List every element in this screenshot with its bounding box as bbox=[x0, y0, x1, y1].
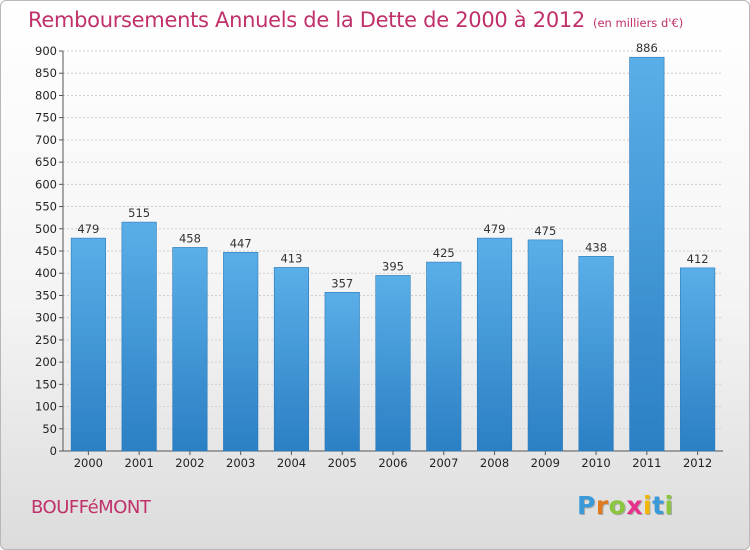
bar-2011 bbox=[629, 56, 665, 452]
data-label-2008: 479 bbox=[484, 222, 506, 236]
logo-letter: t bbox=[652, 491, 665, 520]
bar-2010 bbox=[578, 256, 614, 452]
bar-2003 bbox=[223, 252, 259, 452]
y-tick-label: 450 bbox=[35, 244, 57, 258]
x-tick-label: 2001 bbox=[125, 456, 154, 470]
data-label-2001: 515 bbox=[128, 206, 150, 220]
x-tick-label: 2007 bbox=[429, 456, 458, 470]
x-tick-label: 2000 bbox=[74, 456, 103, 470]
bar-2012 bbox=[680, 267, 716, 452]
x-tick-label: 2002 bbox=[175, 456, 204, 470]
x-tick-label: 2005 bbox=[328, 456, 357, 470]
data-label-2004: 413 bbox=[280, 251, 302, 265]
data-label-2006: 395 bbox=[382, 259, 404, 273]
data-label-2000: 479 bbox=[77, 222, 99, 236]
logo-letter: x bbox=[626, 491, 643, 520]
bar-2005 bbox=[324, 292, 360, 452]
data-label-2009: 475 bbox=[534, 224, 556, 238]
x-tick-label: 2011 bbox=[632, 456, 661, 470]
y-tick-label: 50 bbox=[42, 422, 57, 436]
x-tick-label: 2010 bbox=[581, 456, 610, 470]
data-label-2010: 438 bbox=[585, 240, 607, 254]
bar-2008 bbox=[476, 237, 513, 452]
bar-2004 bbox=[273, 267, 310, 452]
y-tick-label: 250 bbox=[35, 333, 57, 347]
commune-name: BOUFFéMONT bbox=[31, 497, 151, 518]
y-tick-label: 0 bbox=[50, 444, 57, 458]
data-label-2012: 412 bbox=[687, 252, 709, 266]
x-tick-label: 2009 bbox=[531, 456, 560, 470]
y-tick-label: 150 bbox=[35, 377, 57, 391]
x-tick-label: 2008 bbox=[480, 456, 509, 470]
bar-2006 bbox=[375, 275, 411, 452]
bar-2002 bbox=[172, 247, 208, 452]
y-tick-label: 900 bbox=[35, 44, 57, 58]
data-label-2003: 447 bbox=[230, 236, 252, 250]
x-tick-label: 2012 bbox=[683, 456, 712, 470]
logo-letter: r bbox=[595, 491, 609, 520]
y-tick-label: 700 bbox=[35, 133, 57, 147]
y-tick-label: 750 bbox=[35, 111, 57, 125]
y-tick-label: 100 bbox=[35, 400, 57, 414]
logo-letter: o bbox=[608, 491, 627, 520]
data-label-2005: 357 bbox=[331, 276, 353, 290]
labels: 0 50 100 150 200 250 300 350 400 450 500 550 600 650 7… bbox=[35, 41, 712, 470]
data-label-2007: 425 bbox=[433, 246, 455, 260]
bar-2000 bbox=[70, 237, 106, 452]
chart-title-text: Remboursements Annuels de la Dette de 20… bbox=[28, 8, 585, 32]
y-tick-label: 600 bbox=[35, 177, 57, 191]
y-tick-label: 200 bbox=[35, 355, 57, 369]
y-tick-label: 350 bbox=[35, 288, 57, 302]
y-tick-label: 300 bbox=[35, 311, 57, 325]
data-label-2002: 458 bbox=[179, 231, 201, 245]
bar-2007 bbox=[426, 261, 462, 452]
y-tick-label: 550 bbox=[35, 200, 57, 214]
x-tick-label: 2003 bbox=[226, 456, 255, 470]
y-tick-label: 500 bbox=[35, 222, 57, 236]
proxiti-logo: Proxiti bbox=[577, 491, 674, 520]
chart-unit: (en milliers d'€) bbox=[593, 16, 684, 30]
bars bbox=[70, 56, 716, 452]
x-tick-label: 2006 bbox=[378, 456, 407, 470]
logo-letter: i bbox=[664, 491, 674, 520]
chart-title: Remboursements Annuels de la Dette de 20… bbox=[28, 8, 683, 32]
data-label-2011: 886 bbox=[636, 41, 658, 55]
bar-2001 bbox=[121, 221, 157, 452]
y-tick-label: 800 bbox=[35, 88, 57, 102]
logo-letter: i bbox=[643, 491, 653, 520]
y-tick-label: 650 bbox=[35, 155, 57, 169]
y-tick-label: 400 bbox=[35, 266, 57, 280]
bar-2009 bbox=[527, 239, 563, 452]
logo-letter: P bbox=[577, 491, 596, 520]
x-tick-label: 2004 bbox=[277, 456, 306, 470]
y-tick-label: 850 bbox=[35, 66, 57, 80]
